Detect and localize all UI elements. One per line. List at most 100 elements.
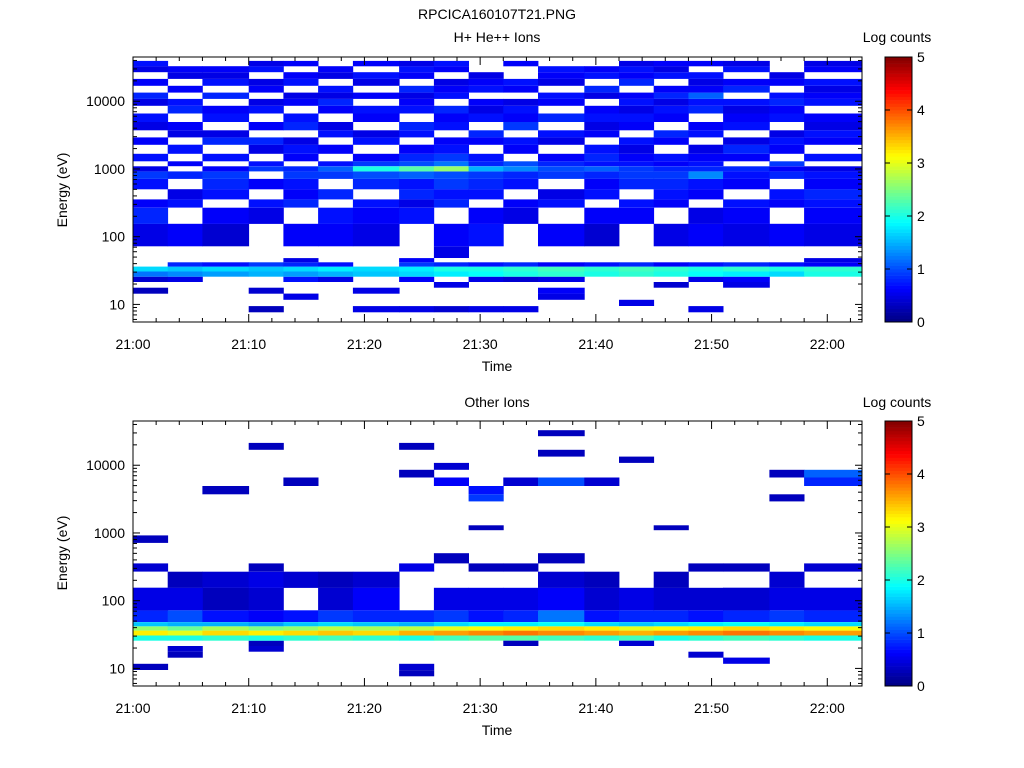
heatmap-cell (248, 144, 284, 154)
heatmap-cell (352, 105, 400, 114)
x-tick-label: 21:30 (463, 336, 498, 352)
heatmap-cell (619, 105, 655, 114)
heatmap-cell (352, 207, 400, 224)
heatmap-cell (538, 587, 585, 611)
heatmap-cell (167, 276, 203, 282)
colorbar-segment (885, 447, 912, 452)
heatmap-cell (619, 271, 655, 277)
heatmap-cell (248, 571, 284, 588)
heatmap-cell (433, 223, 469, 247)
heatmap-cell (202, 92, 250, 99)
colorbar-segment (885, 639, 912, 644)
colorbar-segment (885, 282, 912, 286)
heatmap-cell (167, 66, 203, 73)
heatmap-cell (133, 166, 169, 172)
heatmap-cell (433, 92, 469, 99)
heatmap-cell (653, 171, 689, 179)
colorbar-segment (885, 288, 912, 293)
heatmap-cell (202, 171, 250, 179)
heatmap-cell (804, 92, 863, 99)
heatmap-cell (584, 189, 620, 200)
colorbar-segment (885, 298, 912, 303)
heatmap-cell (804, 469, 863, 478)
heatmap-cell (318, 161, 354, 167)
colorbar-segment (885, 672, 912, 677)
y-tick-label: 10000 (86, 93, 125, 109)
heatmap-cell (399, 199, 435, 208)
colorbar-segment (885, 63, 912, 68)
heatmap-cell (584, 610, 620, 622)
colorbar-segment (885, 576, 912, 581)
heatmap-cell (503, 266, 539, 272)
x-tick-label: 21:10 (231, 700, 266, 716)
colorbar-segment (885, 272, 912, 276)
heatmap-cell (167, 189, 203, 200)
heatmap-cell (318, 189, 354, 200)
heatmap-cell (202, 610, 250, 622)
heatmap-cell (769, 587, 805, 611)
heatmap-cell (433, 266, 469, 272)
heatmap-cell (723, 85, 770, 93)
heatmap-cell (468, 262, 504, 267)
x-tick-label: 22:00 (810, 336, 845, 352)
heatmap-cell (584, 178, 620, 190)
colorbar-segment (885, 262, 912, 266)
colorbar-segment (885, 126, 912, 131)
heatmap-cell (399, 262, 435, 267)
heatmap-cell (202, 153, 250, 162)
heatmap-cell (538, 66, 585, 73)
heatmap-cell (538, 293, 585, 300)
heatmap-cell (133, 223, 169, 247)
heatmap-cell (283, 258, 319, 263)
heatmap-cell (584, 144, 620, 154)
heatmap-cell (283, 72, 319, 79)
colorbar-segment (885, 156, 912, 160)
colorbar-segment (885, 182, 912, 187)
heatmap-cell (399, 171, 435, 179)
heatmap-cell (283, 622, 319, 627)
heatmap-cell (318, 166, 354, 172)
heatmap-cell (619, 137, 655, 145)
heatmap-cell (399, 207, 435, 224)
heatmap-cell (202, 105, 250, 114)
heatmap-cell (619, 178, 655, 190)
heatmap-cell (167, 130, 203, 138)
heatmap-cell (399, 98, 435, 106)
heatmap-cell (769, 626, 805, 631)
heatmap-cell (804, 60, 863, 67)
heatmap-cell (433, 553, 469, 564)
colorbar-segment (885, 543, 912, 548)
heatmap-cell (584, 477, 620, 486)
heatmap-cell (248, 266, 284, 272)
colorbar-segment (885, 553, 912, 558)
heatmap-cell (769, 571, 805, 588)
heatmap-cell (283, 113, 319, 122)
heatmap-cell (653, 113, 689, 122)
colorbar-segment (885, 163, 912, 167)
heatmap-cell (318, 144, 354, 154)
heatmap-cell (688, 166, 724, 172)
heatmap-cell (653, 166, 689, 172)
colorbar-segment (885, 269, 912, 273)
heatmap-cell (248, 85, 284, 93)
heatmap-cell (283, 276, 319, 282)
heatmap-cell (769, 271, 805, 277)
heatmap-cell (688, 563, 724, 572)
heatmap-cell (433, 161, 469, 167)
heatmap-cell (133, 171, 169, 179)
heatmap-cell (538, 430, 585, 437)
heatmap-cell (167, 626, 203, 631)
heatmap-cell (723, 271, 770, 277)
heatmap-cell (433, 153, 469, 162)
heatmap-cell (503, 166, 539, 172)
colorbar-segment (885, 513, 912, 518)
heatmap-cell (352, 610, 400, 622)
heatmap-cell (538, 571, 585, 588)
heatmap-cell (399, 85, 435, 93)
heatmap-cell (468, 105, 504, 114)
figure-title: RPCICA160107T21.PNG (418, 6, 576, 22)
heatmap-cell (318, 276, 354, 282)
heatmap-cell (619, 622, 655, 627)
heatmap-cell (468, 630, 504, 636)
colorbar-segment (885, 580, 912, 584)
